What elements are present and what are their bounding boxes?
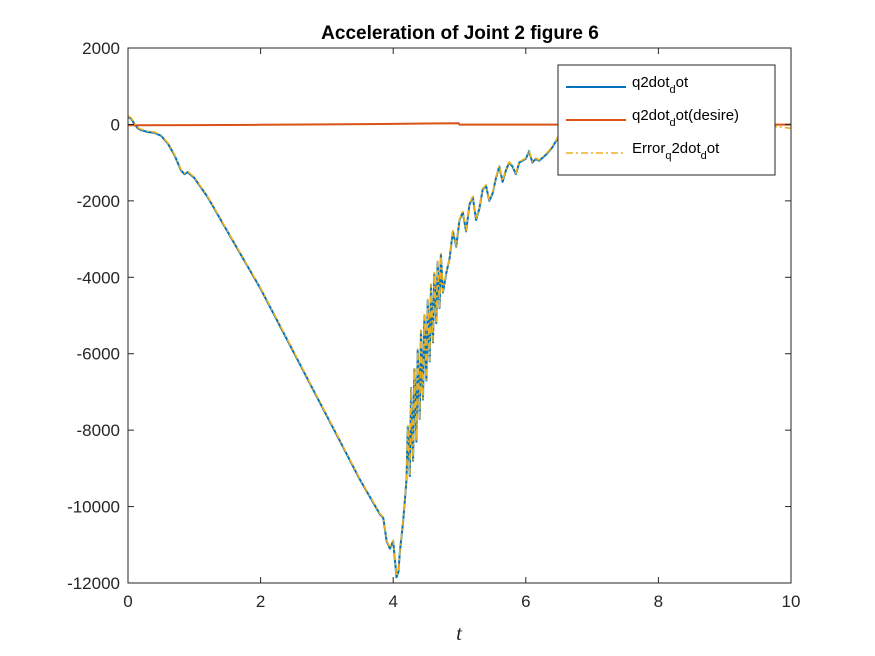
x-tick-label: 0 (123, 592, 132, 611)
y-tick-label: -12000 (67, 574, 120, 593)
axes-box (127, 47, 792, 584)
y-tick-label: -6000 (77, 345, 120, 364)
legend: q2dotdot q2dotdot(desire) Errorq2dotdot (557, 64, 776, 176)
chart-title: Acceleration of Joint 2 figure 6 (321, 23, 599, 44)
x-tick-label: 8 (654, 592, 663, 611)
x-axis: 0 2 4 6 8 10 (123, 48, 800, 611)
y-axis: 2000 0 -2000 -4000 -6000 -8000 -10000 -12000 (67, 39, 791, 593)
x-tick-label: 2 (256, 592, 265, 611)
y-tick-label: -2000 (77, 192, 120, 211)
x-tick-label: 10 (782, 592, 801, 611)
y-tick-label: -4000 (77, 268, 120, 287)
legend-label-2: q2dotdot(desire) (632, 107, 739, 129)
legend-label-1: q2dotdot (632, 74, 689, 96)
legend-label-3: Errorq2dotdot (632, 140, 720, 162)
series-line-3 (128, 115, 791, 578)
x-tick-label: 6 (521, 592, 530, 611)
x-tick-label: 4 (388, 592, 397, 611)
y-tick-label: -10000 (67, 498, 120, 517)
x-axis-label: t (456, 621, 463, 645)
y-tick-label: 0 (111, 115, 120, 134)
y-tick-label: 2000 (82, 39, 120, 58)
y-tick-label: -8000 (77, 421, 120, 440)
